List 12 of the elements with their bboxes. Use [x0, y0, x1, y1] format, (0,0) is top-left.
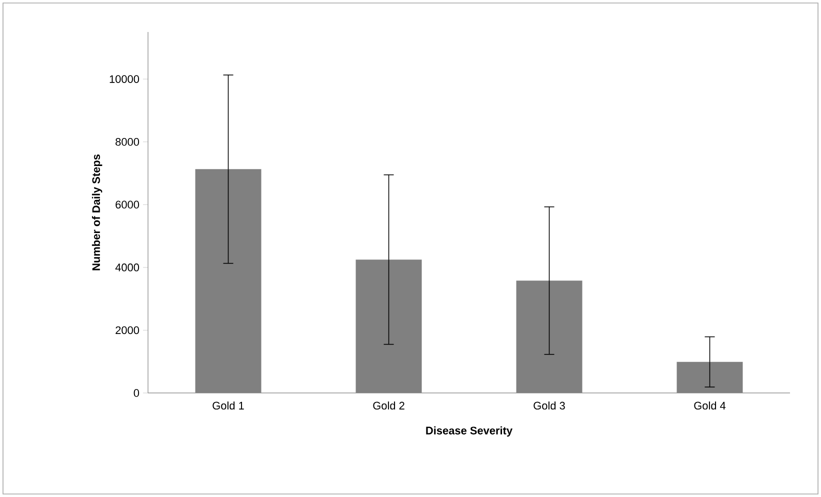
- x-tick-label: Gold 1: [212, 402, 244, 410]
- y-tick-label: 2000: [116, 326, 140, 334]
- x-axis-title: Disease Severity: [426, 426, 512, 437]
- y-axis-title: Number of Daily Steps: [92, 154, 102, 270]
- y-tick-label: 0: [134, 389, 140, 397]
- y-tick-label: 10000: [110, 75, 140, 83]
- y-tick-label: 4000: [115, 264, 140, 272]
- x-tick-label: Gold 3: [534, 402, 565, 410]
- y-tick-label: 6000: [116, 200, 140, 209]
- x-tick-label: Gold 2: [373, 402, 404, 410]
- x-tick-label: Gold 4: [694, 402, 726, 410]
- y-tick-label: 8000: [116, 138, 140, 146]
